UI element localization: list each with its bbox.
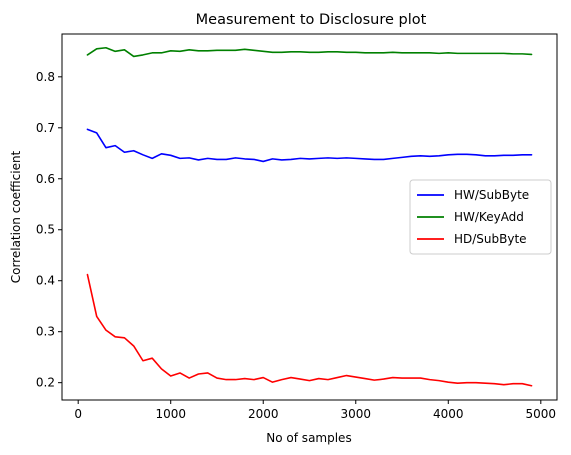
y-tick-label: 0.6: [36, 172, 55, 186]
y-tick-label: 0.5: [36, 223, 55, 237]
x-tick-label: 2000: [248, 407, 279, 421]
y-axis: 0.2 0.3 0.4 0.5 0.6 0.7 0.8: [36, 70, 62, 390]
y-tick-label: 0.3: [36, 325, 55, 339]
x-tick-label: 1000: [155, 407, 186, 421]
chart-title: Measurement to Disclosure plot: [196, 12, 427, 28]
series-line-hd-subbyte: [86, 273, 533, 387]
x-axis: 0 1000 2000 3000 4000 5000: [74, 400, 556, 421]
x-axis-label: No of samples: [266, 431, 351, 445]
y-tick-label: 0.4: [36, 274, 55, 288]
x-tick-label: 4000: [433, 407, 464, 421]
y-axis-label: Correlation coefficient: [9, 150, 23, 283]
legend: HW/SubByte HW/KeyAdd HD/SubByte: [409, 179, 552, 255]
plot-frame: [61, 33, 558, 401]
legend-label-hd-subbyte: HD/SubByte: [454, 232, 527, 246]
x-tick-label: 5000: [526, 407, 557, 421]
y-tick-label: 0.8: [36, 70, 55, 84]
legend-frame: [409, 179, 552, 255]
series-line-hw-subbyte: [86, 128, 533, 163]
y-tick-label: 0.2: [36, 376, 55, 390]
x-tick-label: 0: [74, 407, 82, 421]
legend-label-hw-keyadd: HW/KeyAdd: [454, 210, 524, 224]
legend-label-hw-subbyte: HW/SubByte: [454, 188, 529, 202]
y-tick-label: 0.7: [36, 121, 55, 135]
plot-area: [86, 46, 533, 387]
series-line-hw-keyadd: [86, 46, 533, 58]
x-tick-label: 3000: [340, 407, 371, 421]
